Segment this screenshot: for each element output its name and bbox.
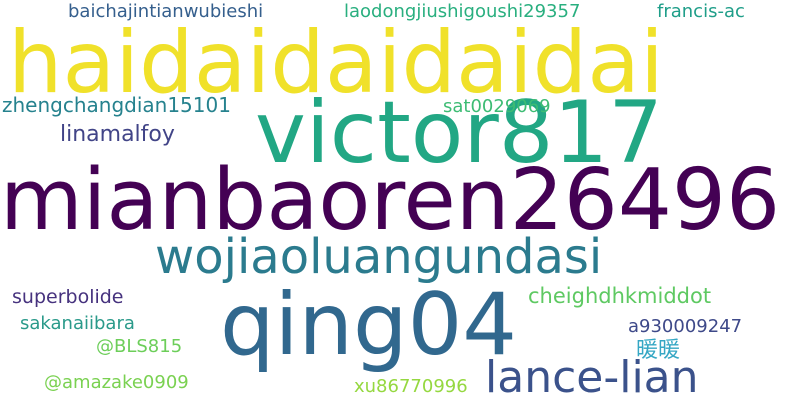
word-wojiaoluangundasi: wojiaoluangundasi (155, 229, 603, 285)
word-sat0029069: sat0029069 (443, 96, 551, 117)
word-amazake0909: @amazake0909 (44, 372, 189, 393)
word-zhengchangdian15101: zhengchangdian15101 (2, 93, 231, 117)
word-laodongjiushigoushi29357: laodongjiushigoushi29357 (344, 1, 581, 22)
word-nuannuan: 暖暖 (636, 338, 681, 363)
word-baichajintianwubieshi: baichajintianwubieshi (68, 1, 264, 22)
word-lance-lian: lance-lian (485, 352, 699, 400)
word-xu86770996: xu86770996 (354, 376, 468, 397)
word-linamalfoy: linamalfoy (60, 122, 175, 147)
word-haidaidaidaidai: haidaidaidaidai (8, 13, 664, 113)
word-cheighdhkmiddot: cheighdhkmiddot (528, 284, 712, 308)
word-mianbaoren26496: mianbaoren26496 (0, 151, 781, 250)
word-sakanaiibara: sakanaiibara (20, 313, 135, 334)
word-francis-ac: francis-ac (657, 1, 745, 22)
word-superbolide: superbolide (12, 286, 124, 308)
word-a930009247: a930009247 (628, 316, 743, 337)
word-bls815: @BLS815 (96, 336, 183, 357)
word-qing04: qing04 (220, 275, 518, 375)
word-victor817: victor817 (255, 83, 663, 183)
